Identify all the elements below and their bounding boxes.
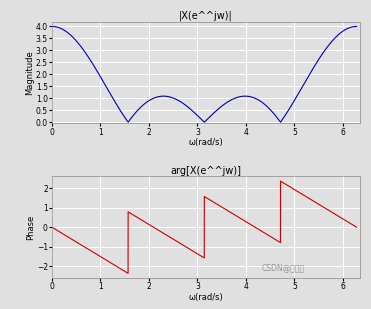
Y-axis label: Phase: Phase	[26, 214, 35, 240]
Title: arg[X(e^^jw)]: arg[X(e^^jw)]	[170, 166, 242, 176]
X-axis label: ω(rad/s): ω(rad/s)	[188, 293, 223, 302]
Text: CSDN@沐一柒: CSDN@沐一柒	[261, 263, 305, 272]
X-axis label: ω(rad/s): ω(rad/s)	[188, 138, 223, 147]
Y-axis label: Magnitude: Magnitude	[25, 50, 34, 95]
Title: |X(e^^jw)|: |X(e^^jw)|	[179, 11, 233, 21]
